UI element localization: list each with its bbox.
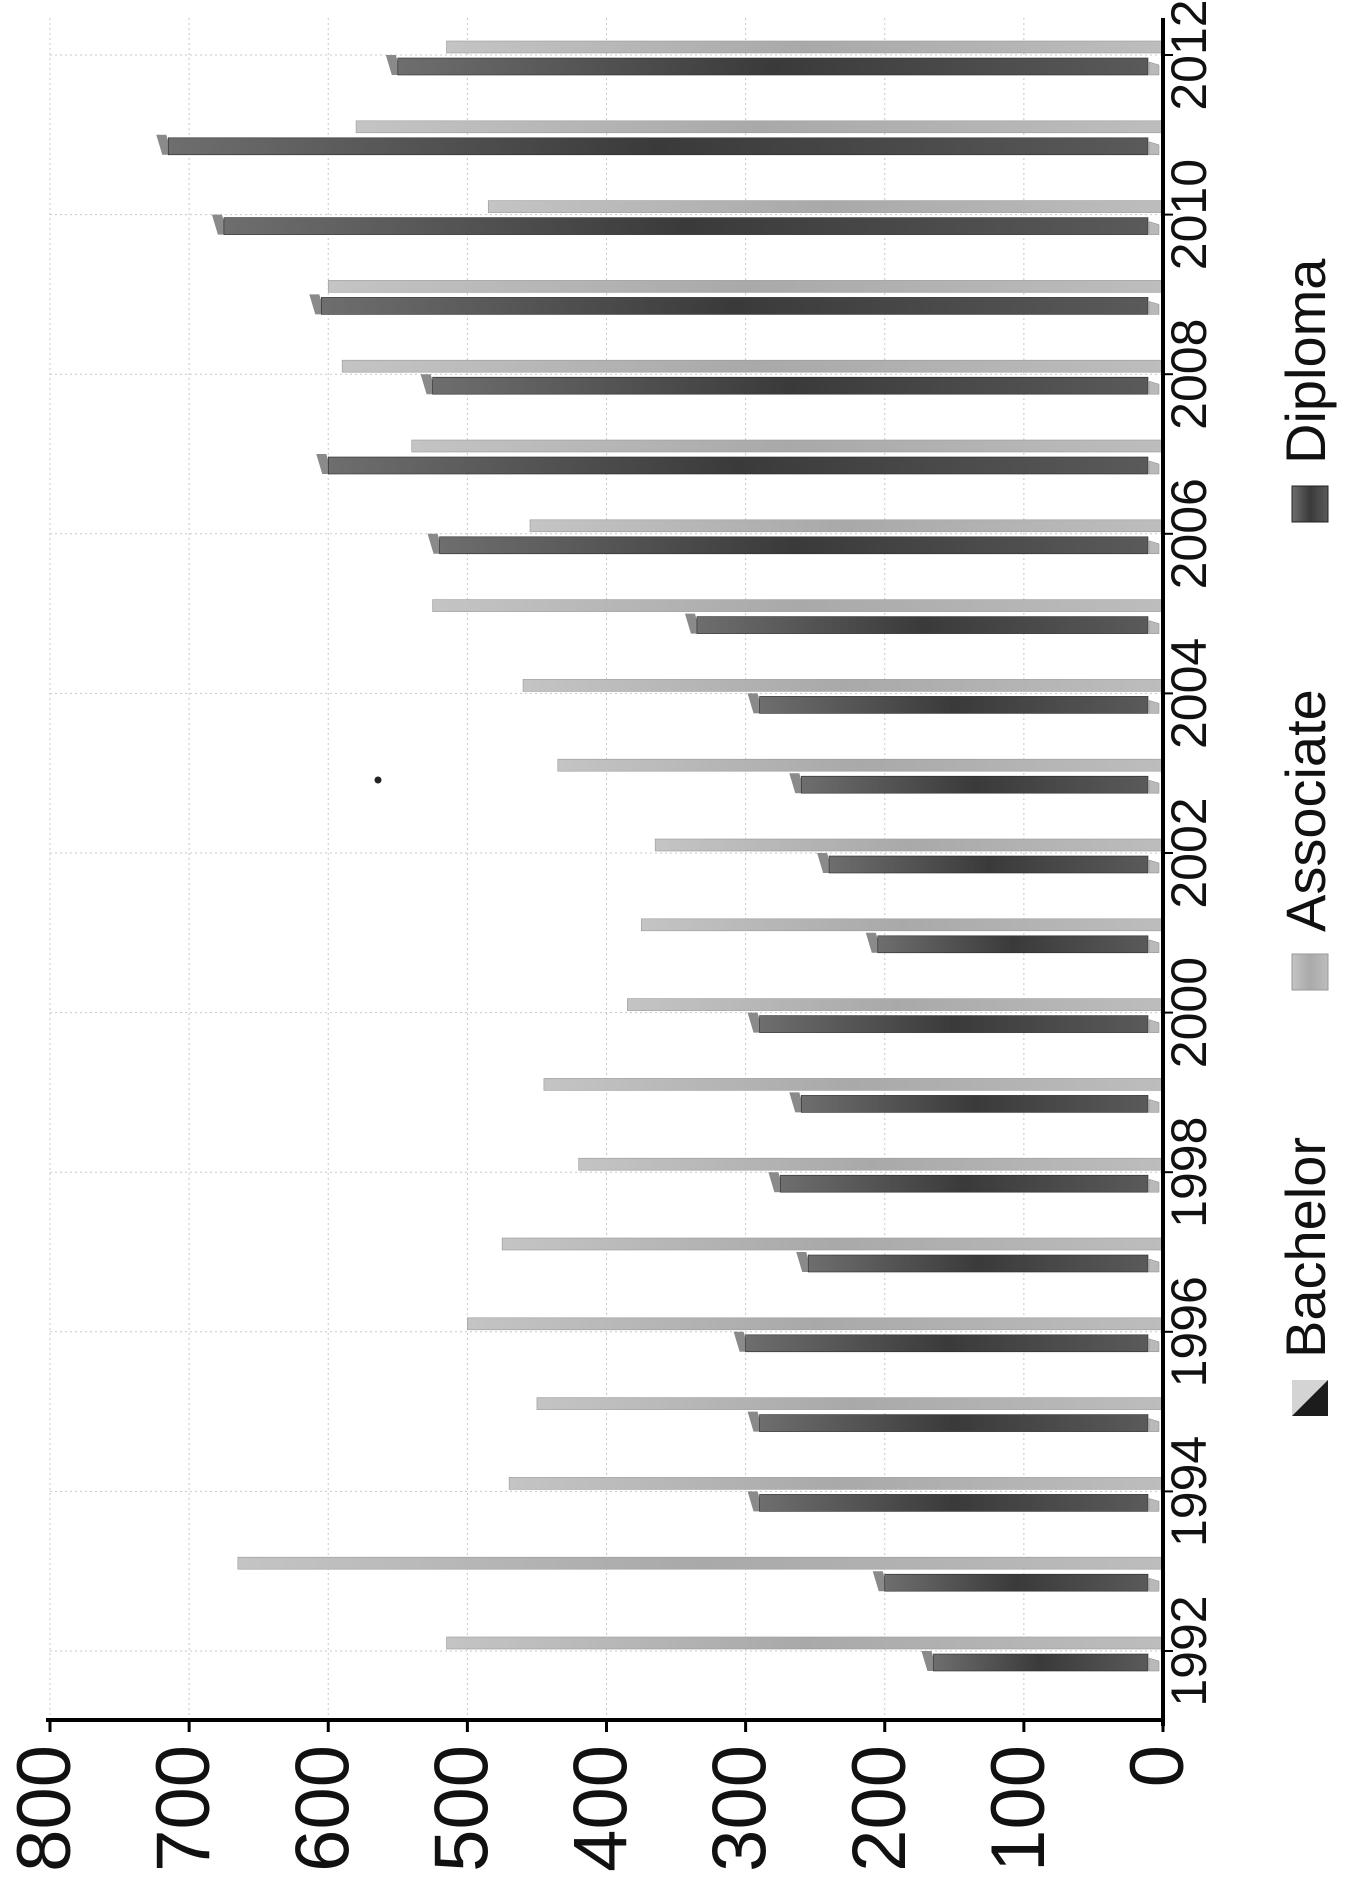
bar-bachelor-2012 [1148, 61, 1160, 76]
bar-diploma-2009 [320, 297, 1149, 315]
bar-diploma-2007 [327, 456, 1149, 475]
legend-bachelor-swatch-dark [1292, 1380, 1328, 1416]
year-tick-label: 1998 [1161, 1117, 1217, 1228]
bar-associate-1999 [543, 1078, 1164, 1091]
bar-associate-1992 [446, 1636, 1164, 1650]
value-tick-label: 500 [419, 1745, 504, 1872]
bar-bachelor-2011 [1148, 141, 1160, 156]
bar-bachelor-1992 [1148, 1657, 1160, 1672]
year-tick-label: 2012 [1161, 0, 1217, 111]
bar-diploma-2000 [759, 1015, 1149, 1033]
bar-associate-1998 [578, 1157, 1164, 1171]
value-tick-label: 300 [698, 1745, 783, 1872]
bar-diploma-1993 [884, 1573, 1149, 1592]
year-tick-label: 2008 [1161, 319, 1217, 430]
bar-associate-2012 [446, 40, 1164, 54]
legend-associate-label: Associate [1274, 689, 1337, 932]
bar-associate-2005 [432, 599, 1164, 612]
bar-bachelor-2003 [1148, 779, 1160, 794]
bar-associate-2004 [522, 679, 1164, 692]
bar-bachelor-2002 [1148, 859, 1160, 874]
bar-diploma-2003 [800, 775, 1149, 794]
value-tick-labels: 0 100 200 300 400 500 600 700 800 [2, 1720, 1200, 1872]
bar-diploma-2004 [759, 696, 1149, 714]
bar-associate-2008 [341, 359, 1164, 373]
year-tick-labels: 1992 1994 1996 1998 2000 2002 2004 2006 2008 2010… [1161, 0, 1217, 1707]
bar-diploma-1997 [807, 1254, 1149, 1273]
bar-associate-1995 [536, 1397, 1164, 1410]
bar-diploma-2008 [432, 376, 1149, 395]
bar-bachelor-1997 [1148, 1258, 1160, 1273]
value-tick-label: 200 [837, 1745, 922, 1872]
bar-associate-2000 [627, 998, 1164, 1011]
bar-diploma-1994 [759, 1494, 1149, 1512]
bar-bachelor-1994 [1148, 1498, 1160, 1512]
bar-diploma-2011 [167, 137, 1149, 156]
legend-diploma-label: Diploma [1274, 258, 1337, 464]
bar-associate-1997 [501, 1237, 1164, 1251]
bar-associate-2001 [640, 918, 1164, 932]
bar-associate-2011 [355, 120, 1164, 134]
year-tick-label: 2006 [1161, 478, 1217, 589]
bar-diploma-1992 [933, 1653, 1149, 1672]
bar-associate-1996 [467, 1317, 1164, 1331]
bar-associate-2003 [557, 758, 1164, 772]
bar-bachelor-2005 [1148, 620, 1160, 634]
value-tick-label: 700 [141, 1745, 226, 1872]
legend-diploma-swatch [1291, 485, 1329, 523]
bar-diploma-2002 [828, 855, 1149, 874]
year-tick-label: 2000 [1161, 957, 1217, 1068]
bar-bachelor-2006 [1148, 540, 1160, 555]
bar-associate-2007 [411, 439, 1164, 453]
bar-diploma-2006 [439, 536, 1149, 555]
bar-bachelor-1999 [1148, 1099, 1160, 1113]
bar-diploma-1996 [745, 1334, 1149, 1353]
grid-lines [49, 18, 1163, 1720]
bar-associate-2009 [327, 280, 1164, 293]
bar-diploma-2012 [397, 57, 1149, 76]
bar-diploma-1999 [800, 1095, 1149, 1113]
bar-bachelor-2010 [1148, 221, 1160, 235]
year-tick-label: 2010 [1161, 159, 1217, 270]
bar-bachelor-1998 [1148, 1178, 1160, 1193]
year-tick-label: 1992 [1161, 1595, 1217, 1706]
year-tick-label: 1996 [1161, 1276, 1217, 1387]
value-tick-label: 800 [2, 1745, 87, 1872]
bar-bachelor-2004 [1148, 700, 1160, 714]
bar-bachelor-2009 [1148, 301, 1160, 315]
bar-bachelor-2000 [1148, 1019, 1160, 1033]
value-tick-label: 100 [976, 1745, 1061, 1872]
bar-bachelor-2008 [1148, 380, 1160, 395]
year-tick-label: 1994 [1161, 1436, 1217, 1547]
year-tick-label: 2004 [1161, 638, 1217, 749]
bar-associate-1993 [237, 1556, 1164, 1570]
bar-associate-2006 [529, 519, 1164, 533]
legend-associate-swatch [1291, 953, 1329, 991]
value-tick-label: 0 [1115, 1745, 1200, 1787]
bar-diploma-1998 [780, 1174, 1149, 1193]
bar-associate-1994 [508, 1477, 1164, 1490]
bar-bachelor-2007 [1148, 460, 1160, 475]
value-tick-label: 400 [559, 1745, 644, 1872]
bar-bachelor-1996 [1148, 1338, 1160, 1353]
bar-bachelor-1995 [1148, 1418, 1160, 1432]
year-tick-label: 2002 [1161, 797, 1217, 908]
legend-bachelor-label: Bachelor [1274, 1137, 1337, 1358]
legend: Bachelor Associate Diploma [374, 258, 1337, 1416]
value-tick-label: 600 [280, 1745, 365, 1872]
bar-associate-2010 [487, 200, 1164, 213]
bar-diploma-2001 [877, 935, 1149, 954]
bar-bachelor-2001 [1148, 939, 1160, 954]
bar-diploma-2010 [223, 217, 1149, 235]
bar-diploma-2005 [696, 616, 1149, 634]
bar-associate-2002 [654, 838, 1164, 852]
bar-diploma-1995 [759, 1414, 1149, 1432]
stray-dot [374, 776, 382, 784]
bars-group [156, 40, 1164, 1672]
bar-bachelor-1993 [1148, 1577, 1160, 1592]
